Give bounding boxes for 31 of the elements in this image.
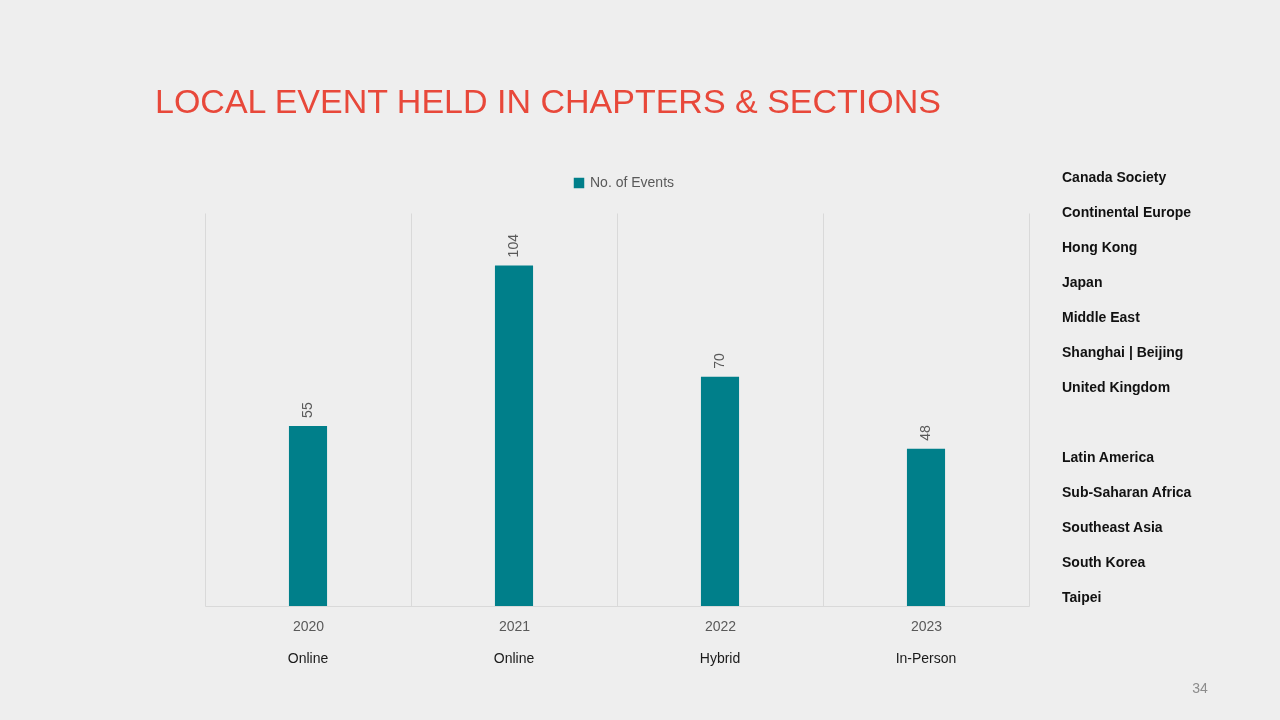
data-label: 55 — [299, 402, 315, 418]
data-label: 70 — [711, 352, 727, 369]
data-label: 104 — [505, 233, 521, 258]
legend-label: No. of Events — [590, 174, 675, 190]
text: Southeast Asia — [1062, 519, 1163, 535]
x-tick-label: 2021 — [498, 617, 531, 634]
x-tick-label: 2022 — [704, 617, 737, 634]
text: Middle East — [1062, 309, 1141, 325]
chart-title: LOCAL EVENT HELD IN CHAPTERS & SECTIONS — [155, 82, 941, 120]
text: Japan — [1062, 274, 1103, 290]
bar — [906, 448, 946, 606]
text: Latin America — [1062, 449, 1155, 465]
x-tick-label: 2020 — [292, 617, 325, 634]
text: Taipei — [1062, 589, 1102, 605]
text: South Korea — [1062, 554, 1146, 570]
text: Continental Europe — [1062, 204, 1192, 220]
text: Hong Kong — [1062, 239, 1138, 255]
text: Sub-Saharan Africa — [1062, 484, 1192, 500]
text: Shanghai | Beijing — [1062, 344, 1184, 360]
text: United Kingdom — [1062, 379, 1171, 395]
text: Canada Society — [1062, 169, 1167, 185]
bar — [700, 376, 740, 606]
text: 34 — [1192, 680, 1208, 696]
bar — [494, 265, 534, 606]
text: Hybrid — [699, 650, 741, 666]
bar — [288, 425, 328, 606]
text: Online — [493, 650, 535, 666]
x-tick-label: 2023 — [910, 617, 943, 634]
text: Online — [287, 650, 329, 666]
data-label: 48 — [917, 425, 933, 441]
text: In-Person — [895, 650, 957, 666]
